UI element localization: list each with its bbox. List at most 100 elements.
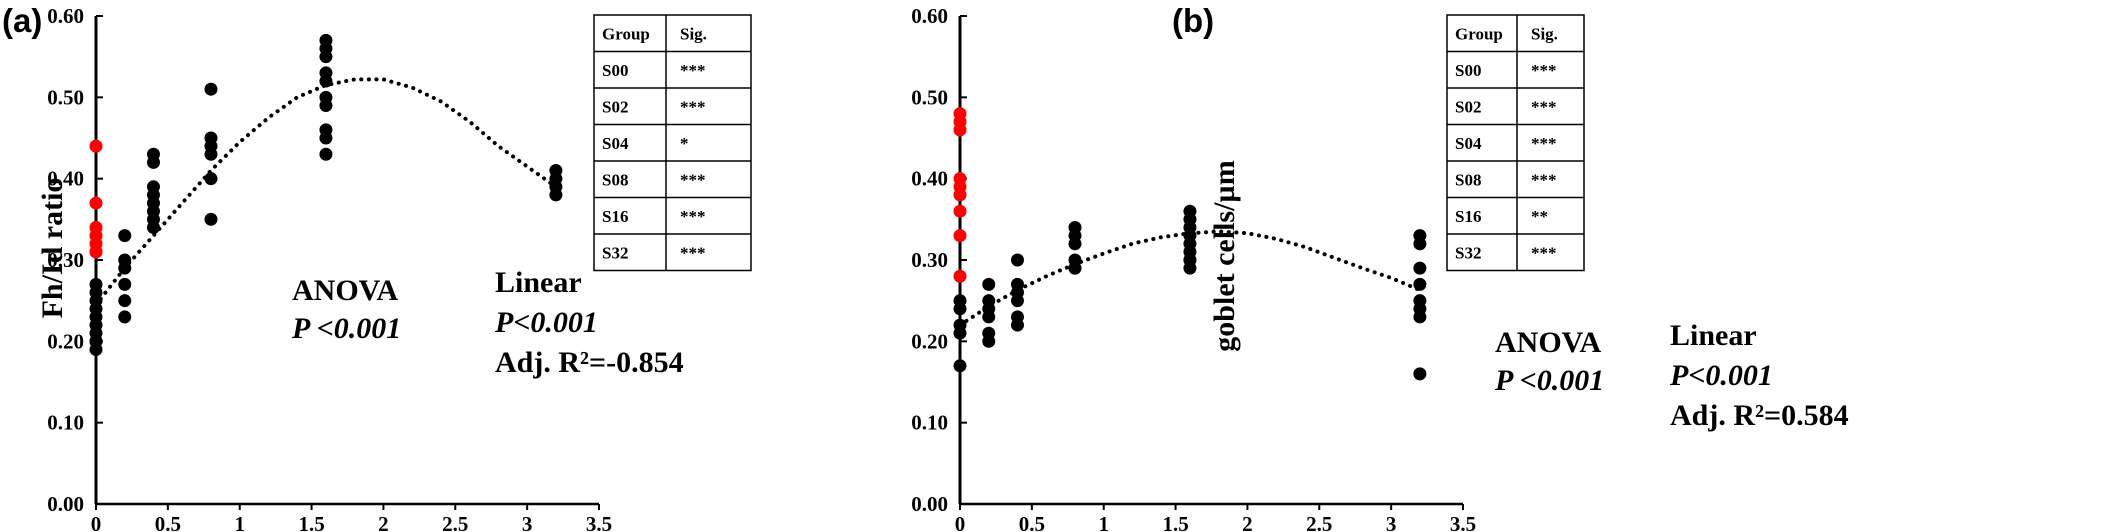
panel-a-anova-title: ANOVA	[292, 274, 398, 307]
panel-b-table-border	[1446, 14, 1585, 272]
panel-a-points	[89, 33, 563, 356]
panel-b-black-point	[982, 310, 996, 324]
panel-a-table-cell-sig: ***	[680, 170, 706, 189]
panel-a-table-cell-group: S00	[602, 61, 628, 80]
panel-a-black-point	[204, 212, 218, 226]
panel-b-black-point	[1413, 367, 1427, 381]
panel-a-x-tick-label: 0	[91, 512, 102, 532]
panel-a-linear-p: P<0.001	[494, 306, 598, 339]
panel-b-y-tick-label: 0.40	[911, 167, 948, 191]
panel-a-table-cell-group: S32	[602, 243, 628, 262]
panel-b-table-cell-group: S08	[1455, 170, 1481, 189]
panel-b-y-tick-label: 0.10	[911, 411, 948, 435]
panel-a-x-tick-label: 2	[378, 512, 389, 532]
panel-b-x-tick-label: 3	[1386, 512, 1397, 532]
panel-b-x-tick-label: 3.5	[1450, 512, 1476, 532]
panel-a-red-point	[89, 139, 103, 153]
panel-b-linear-p: P<0.001	[1669, 359, 1773, 392]
panel-b-x-tick-label: 0	[955, 512, 966, 532]
panel-b-black-point	[1010, 318, 1024, 332]
panel-a-axes: 0.00 0.10 0.20 0.30 0.40 0.50 0.60 0 0.5 1 1.5 2 2.5…	[47, 4, 612, 532]
panel-b-anova-annotation: ANOVA P <0.001	[1494, 326, 1604, 397]
panel-a-x-tick-label: 0.5	[155, 512, 181, 532]
panel-b-table-header-group: Group	[1455, 24, 1503, 43]
panel-b-black-point	[982, 277, 996, 291]
panel-a-black-point	[204, 147, 218, 161]
panel-a-y-tick-label: 0.60	[47, 4, 84, 28]
panel-a-y-tick-label: 0.20	[47, 329, 84, 353]
panel-a-table-header-sig: Sig.	[680, 24, 707, 43]
panel-a-black-point	[118, 277, 132, 291]
panel-b-black-point	[1413, 277, 1427, 291]
panel-b-black-point	[1068, 261, 1082, 275]
panel-b-black-point	[1010, 294, 1024, 308]
panel-a-y-tick-label: 0.10	[47, 411, 84, 435]
panel-a-black-point	[146, 220, 160, 234]
panel-b-anova-p: P <0.001	[1494, 364, 1604, 397]
panel-a-black-point	[146, 155, 160, 169]
panel-a-table-cell-group: S08	[602, 170, 628, 189]
panel-a-table-cell-group: S04	[602, 134, 629, 153]
panel-a-black-point	[89, 342, 103, 356]
panel-a-x-tick-label: 3.5	[586, 512, 612, 532]
panel-a-x-tick-label: 3	[522, 512, 533, 532]
panel-b-ylabel: goblet cells/µm	[1208, 160, 1241, 351]
panel-a-x-tick-label: 1.5	[298, 512, 324, 532]
panel-a-adj-r2: Adj. R²=-0.854	[495, 346, 684, 379]
panel-a-black-point	[204, 82, 218, 96]
panel-a-x-tick-label: 1	[234, 512, 245, 532]
panel-b-red-point	[953, 123, 967, 137]
panel-b-points	[953, 107, 1427, 381]
panel-b-black-point	[953, 302, 967, 316]
panel-b: (b) goblet cells/µm 0.00 0.10 0.20 0.30 0.40…	[911, 2, 1848, 532]
panel-b-x-tick-label: 0.5	[1019, 512, 1045, 532]
panel-a-table-cell-sig: ***	[680, 243, 706, 262]
panel-a-anova-annotation: ANOVA P <0.001	[291, 274, 401, 345]
panel-b-axes: 0.00 0.10 0.20 0.30 0.40 0.50 0.60 0 0.5 1 1.5 2 2.5…	[911, 4, 1476, 532]
panel-b-table-header-sig: Sig.	[1531, 24, 1558, 43]
panel-b-linear-annotation: Linear P<0.001 Adj. R²=0.584	[1669, 319, 1849, 432]
panel-b-table-cell-group: S00	[1455, 61, 1481, 80]
panel-b-black-point	[953, 326, 967, 340]
panel-b-black-point	[1010, 253, 1024, 267]
panel-b-table-cell-group: S32	[1455, 243, 1481, 262]
panel-b-y-tick-label: 0.20	[911, 329, 948, 353]
panel-a-black-point	[118, 294, 132, 308]
panel-a-table-border	[593, 14, 752, 272]
panel-a-black-point	[319, 147, 333, 161]
panel-b-y-tick-label: 0.00	[911, 492, 948, 516]
panel-a-x-tick-label: 2.5	[442, 512, 468, 532]
panel-b-red-point	[953, 204, 967, 218]
panel-a-anova-p: P <0.001	[291, 312, 401, 345]
panel-b-linear-title: Linear	[1670, 319, 1757, 352]
panel-a-black-point	[549, 188, 563, 202]
panel-a-table-header-group: Group	[602, 24, 650, 43]
panel-b-black-point	[982, 334, 996, 348]
panel-b-anova-title: ANOVA	[1495, 326, 1601, 359]
panel-a-ylabel: Fh/Id ratio	[36, 178, 69, 319]
panel-b-label: (b)	[1172, 2, 1214, 39]
panel-a-table-cell-sig: ***	[680, 61, 706, 80]
panel-b-red-point	[953, 229, 967, 243]
panel-a-black-point	[319, 131, 333, 145]
panel-a-table-cell-sig: ***	[680, 97, 706, 116]
panel-b-black-point	[1413, 237, 1427, 251]
panel-a-black-point	[319, 50, 333, 64]
panel-b-adj-r2: Adj. R²=0.584	[1670, 399, 1849, 432]
panel-b-black-point	[953, 359, 967, 373]
panel-a-linear-annotation: Linear P<0.001 Adj. R²=-0.854	[494, 266, 684, 379]
panel-a-table-cell-group: S02	[602, 97, 628, 116]
panel-b-y-tick-label: 0.50	[911, 85, 948, 109]
panel-a-trendline	[94, 77, 558, 307]
panel-b-x-tick-label: 2.5	[1306, 512, 1332, 532]
panel-b-black-point	[1183, 261, 1197, 275]
panel-a-label: (a)	[2, 2, 42, 39]
panel-b-table-cell-group: S16	[1455, 207, 1481, 226]
panel-b-table-cell-sig: ***	[1531, 134, 1557, 153]
panel-a-table-cell-sig: ***	[680, 207, 706, 226]
panel-a-table-cell-sig: *	[680, 134, 689, 153]
panel-b-black-point	[1068, 237, 1082, 251]
panel-b-table-cell-sig: ***	[1531, 170, 1557, 189]
panel-b-y-tick-label: 0.30	[911, 248, 948, 272]
